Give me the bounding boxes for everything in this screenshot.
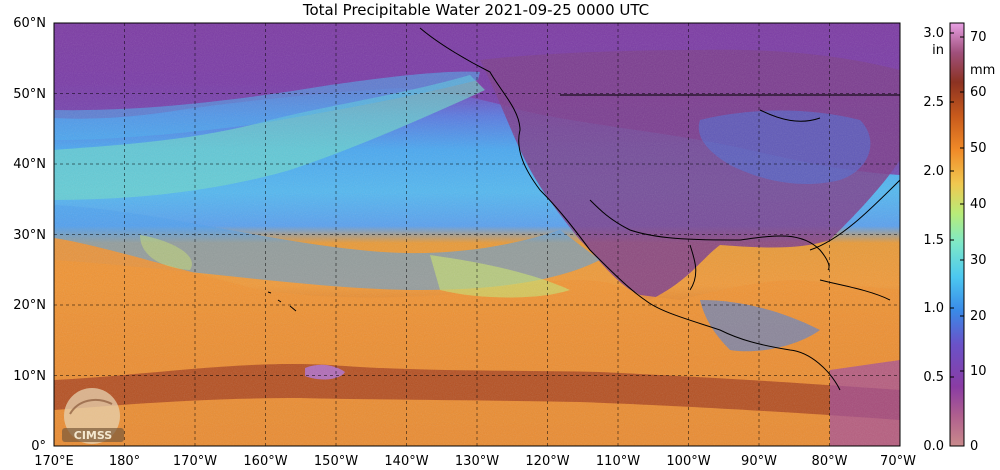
lon-tick: 170°W — [173, 454, 217, 469]
gridlines — [54, 23, 900, 446]
chart-title: Total Precipitable Water 2021-09-25 0000… — [302, 1, 649, 19]
lon-tick: 150°W — [314, 454, 358, 469]
lon-tick: 90°W — [741, 454, 777, 469]
colorbar-in-tick: 0.0 — [923, 439, 944, 454]
colorbar-in-tick: 3.0 — [923, 26, 944, 41]
lon-tick: 120°W — [525, 454, 569, 469]
colorbar-scale — [949, 22, 965, 447]
lon-tick: 110°W — [596, 454, 640, 469]
lon-tick: 140°W — [384, 454, 428, 469]
colorbar-mm-tick: 10 — [970, 364, 987, 379]
colorbar-right-unit: mm — [970, 63, 995, 78]
colorbar-mm-tick: 40 — [970, 197, 987, 212]
lat-tick: 60°N — [13, 16, 46, 31]
lon-tick: 100°W — [666, 454, 710, 469]
map-frame — [53, 22, 901, 447]
colorbar-in-tick: 1.5 — [923, 233, 944, 248]
cimss-logo: CIMSS — [62, 388, 124, 444]
lon-labels: 170°E 180° 170°W 160°W 150°W 140°W 130°W… — [34, 454, 916, 469]
colorbar-mm-tick: 30 — [970, 253, 987, 268]
lat-tick: 20°N — [13, 298, 46, 313]
colorbar-mm-tick: 70 — [970, 30, 987, 45]
colorbar-mm-tick: 50 — [970, 141, 987, 156]
lat-tick: 50°N — [13, 87, 46, 102]
colorbar-mm-tick: 20 — [970, 309, 987, 324]
colorbar: 3.0 in 2.5 2.0 1.5 1.0 0.5 0.0 70 mm 60 … — [923, 22, 995, 454]
lat-tick: 40°N — [13, 157, 46, 172]
lon-tick: 80°W — [812, 454, 848, 469]
lon-tick: 180° — [109, 454, 140, 469]
colorbar-mm-tick: 0 — [970, 439, 978, 454]
colorbar-mm-tick: 60 — [970, 85, 987, 100]
lat-tick: 30°N — [13, 228, 46, 243]
lon-tick: 130°W — [455, 454, 499, 469]
logo-text: CIMSS — [74, 429, 113, 442]
colorbar-in-tick: 1.0 — [923, 301, 944, 316]
lon-tick: 160°W — [243, 454, 287, 469]
colorbar-in-tick: 0.5 — [923, 370, 944, 385]
colorbar-in-tick: 2.0 — [923, 164, 944, 179]
lat-tick: 10°N — [13, 369, 46, 384]
lon-tick: 170°E — [34, 454, 74, 469]
colorbar-in-tick: 2.5 — [923, 95, 944, 110]
lat-labels: 60°N 50°N 40°N 30°N 20°N 10°N 0° — [13, 16, 46, 454]
lon-tick: 70°W — [880, 454, 916, 469]
colorbar-left-unit: in — [932, 43, 944, 58]
lat-tick: 0° — [31, 439, 46, 454]
